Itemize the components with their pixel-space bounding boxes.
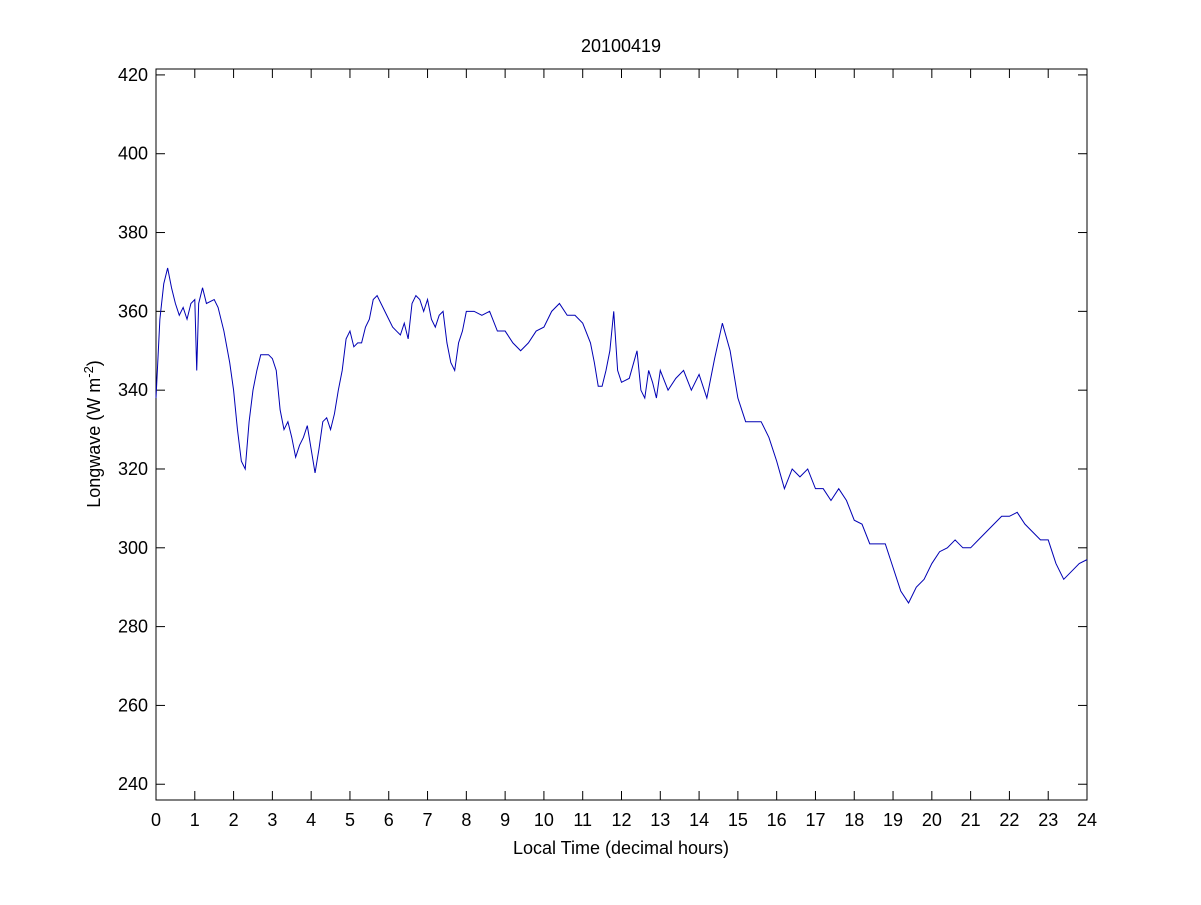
x-tick-label: 24 — [1077, 810, 1097, 830]
chart-title: 20100419 — [581, 36, 661, 56]
y-tick-label: 320 — [118, 459, 148, 479]
x-tick-label: 4 — [306, 810, 316, 830]
x-tick-label: 0 — [151, 810, 161, 830]
x-tick-label: 18 — [844, 810, 864, 830]
x-tick-label: 16 — [767, 810, 787, 830]
y-tick-label: 260 — [118, 695, 148, 715]
x-tick-label: 7 — [423, 810, 433, 830]
x-tick-label: 12 — [611, 810, 631, 830]
x-tick-label: 11 — [573, 810, 592, 830]
x-tick-label: 19 — [883, 810, 903, 830]
y-tick-label: 340 — [118, 380, 148, 400]
x-tick-label: 21 — [961, 810, 981, 830]
x-tick-label: 15 — [728, 810, 748, 830]
x-tick-label: 6 — [384, 810, 394, 830]
x-tick-label: 10 — [534, 810, 554, 830]
y-axis-label-text: Longwave (W m — [84, 378, 104, 508]
y-tick-label: 380 — [118, 223, 148, 243]
x-tick-label: 14 — [689, 810, 709, 830]
x-tick-label: 3 — [267, 810, 277, 830]
x-tick-label: 22 — [999, 810, 1019, 830]
x-axis-label: Local Time (decimal hours) — [513, 838, 729, 858]
x-tick-label: 17 — [805, 810, 825, 830]
x-tick-label: 13 — [650, 810, 670, 830]
x-tick-label: 1 — [190, 810, 200, 830]
x-tick-label: 2 — [229, 810, 239, 830]
y-tick-label: 280 — [118, 617, 148, 637]
x-tick-label: 9 — [500, 810, 510, 830]
y-tick-label: 240 — [118, 774, 148, 794]
y-axis-label-tail: ) — [84, 360, 104, 366]
y-axis-label-sup: -2 — [81, 366, 96, 378]
y-axis-label: Longwave (W m-2) — [81, 360, 105, 508]
plot-frame — [155, 68, 1088, 801]
x-tick-label: 8 — [461, 810, 471, 830]
x-tick-label: 20 — [922, 810, 942, 830]
x-tick-label: 23 — [1038, 810, 1058, 830]
y-tick-label: 300 — [118, 538, 148, 558]
x-tick-label: 5 — [345, 810, 355, 830]
data-line — [155, 267, 1088, 604]
y-tick-label: 420 — [118, 65, 148, 85]
y-tick-label: 360 — [118, 301, 148, 321]
y-tick-label: 400 — [118, 144, 148, 164]
